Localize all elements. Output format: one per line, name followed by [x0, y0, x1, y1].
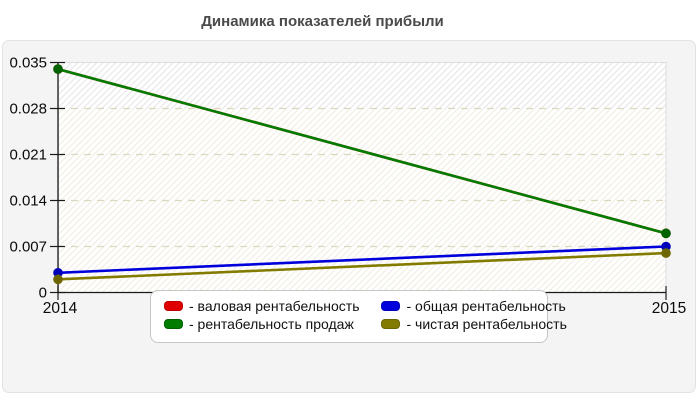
chart-title: Динамика показателей прибыли — [201, 13, 444, 30]
series-line-2 — [56, 251, 668, 281]
legend-item-obshchaya: - общая рентабельность — [381, 297, 566, 315]
y-tick-label: 0.021 — [9, 147, 47, 164]
data-point — [53, 64, 63, 74]
legend-label: - чистая рентабельность — [406, 316, 567, 332]
legend-item-chistaya: - чистая рентабельность — [381, 315, 567, 333]
y-tick-label: 0 — [39, 285, 47, 302]
legend-box: - валовая рентабельность - общая рентабе… — [150, 290, 567, 343]
plot-area-top-band — [58, 62, 666, 109]
legend-item-prodazh: - рентабельность продаж — [164, 315, 359, 333]
legend-color-swatch-red — [164, 301, 183, 311]
legend-color-swatch-green — [164, 319, 183, 329]
y-tick-label: 0.007 — [9, 239, 47, 256]
legend-color-swatch-olive — [381, 319, 401, 329]
chart-panel: 0 0.007 0.014 0.021 0.028 0.035 2014 2015 - вал… — [2, 40, 696, 393]
data-point — [53, 274, 63, 285]
legend-label: - рентабельность продаж — [189, 316, 354, 332]
y-tick-label: 0.035 — [9, 55, 47, 72]
legend-color-swatch-blue — [381, 301, 401, 311]
legend-label: - валовая рентабельность — [189, 298, 360, 314]
y-tick-label: 0.028 — [9, 101, 47, 118]
data-point — [661, 228, 671, 239]
x-tick-label: 2014 — [43, 300, 78, 317]
data-point — [661, 248, 671, 258]
series-line-1 — [56, 245, 668, 275]
series-line-3 — [56, 67, 668, 235]
legend-item-valovaya: - валовая рентабельность — [164, 297, 359, 315]
line-chart: 0 0.007 0.014 0.021 0.028 0.035 2014 2015 — [9, 55, 686, 318]
y-tick-label: 0.014 — [9, 193, 47, 210]
x-tick-label: 2015 — [652, 300, 686, 317]
legend-label: - общая рентабельность — [406, 298, 566, 314]
